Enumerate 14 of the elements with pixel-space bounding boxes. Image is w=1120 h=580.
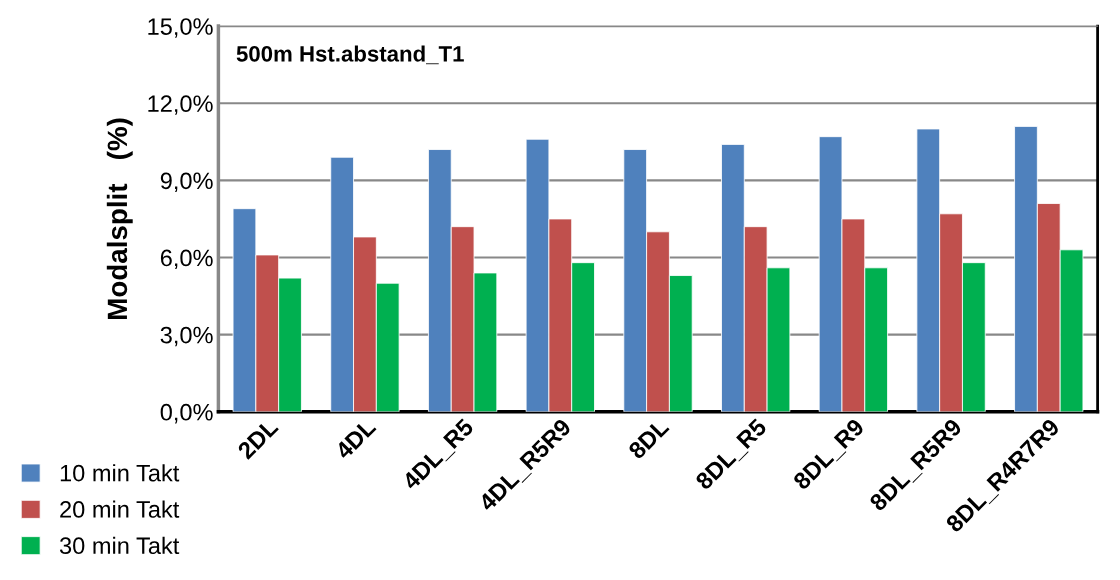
y-axis-title: Modalsplit (%) [106, 118, 133, 319]
y-tick-label: 0,0% [160, 403, 213, 424]
x-tick-label: 8DL [627, 417, 670, 460]
legend-label: 30 min Takt [59, 536, 180, 555]
y-tick-label: 15,0% [148, 18, 213, 38]
text: 500m Hst.abstand_T1 [236, 45, 464, 65]
y-tick-label: 9,0% [160, 172, 213, 192]
legend-label: 10 min Takt [60, 464, 180, 482]
x-tick-label: 4DL [334, 417, 377, 461]
y-tick-label: 12,0% [148, 95, 213, 115]
x-tick-label: 2DL [236, 417, 279, 460]
y-tick-label: 3,0% [160, 326, 213, 347]
legend-label: 20 min Takt [60, 500, 180, 518]
y-tick-label: 6,0% [160, 249, 213, 270]
